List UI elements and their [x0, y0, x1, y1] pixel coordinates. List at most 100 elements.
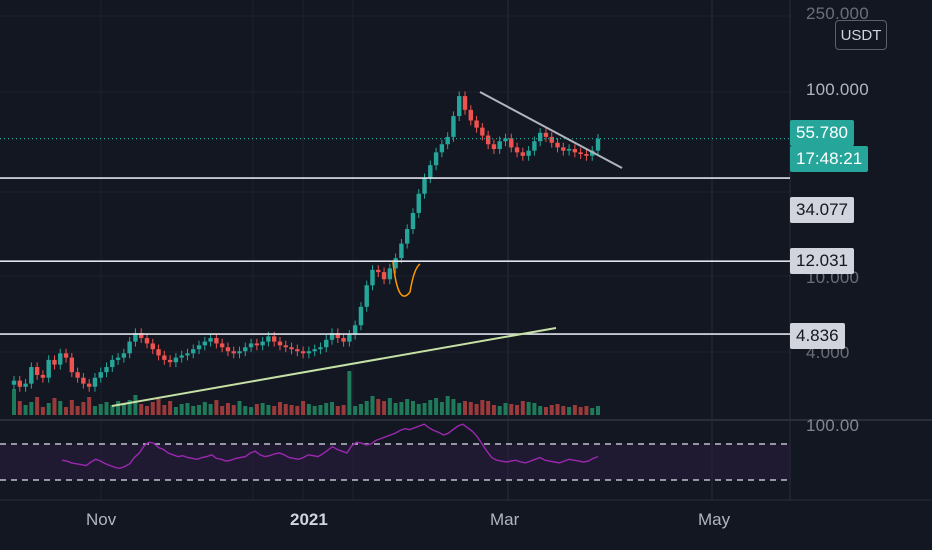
candle-body — [144, 338, 150, 344]
candle-body — [266, 336, 271, 342]
rsi-pane — [0, 423, 790, 481]
volume-bar — [92, 406, 97, 415]
volume-bar — [353, 406, 358, 415]
candle-body — [329, 333, 335, 340]
volume-bar — [393, 403, 398, 415]
current-price-tag: 55.780 — [790, 120, 854, 146]
level-tag-4836: 4.836 — [790, 323, 845, 349]
candle-body — [17, 380, 22, 387]
volume-bar — [17, 401, 22, 415]
candle-body — [63, 353, 69, 358]
volume-bar — [567, 407, 572, 415]
volume-bar — [127, 400, 132, 415]
volume-bar — [191, 406, 196, 415]
candle-body — [104, 367, 109, 373]
volume-bar — [457, 403, 462, 415]
candle-body — [248, 343, 254, 348]
volume-bar — [272, 406, 277, 415]
candle-body — [185, 353, 190, 356]
volume-bar — [428, 400, 433, 415]
candle-body — [595, 138, 601, 151]
volume-bar — [382, 401, 387, 415]
candle-body — [433, 152, 439, 166]
candle-body — [156, 349, 161, 356]
candle-body — [202, 341, 208, 346]
volume-bar — [214, 400, 219, 415]
candle-body — [289, 347, 294, 350]
volume-bar — [69, 400, 74, 415]
drawing-tools — [0, 91, 790, 407]
volume-bar — [555, 404, 560, 415]
volume-bar — [405, 399, 410, 415]
candle-body — [509, 138, 514, 148]
volume-bar — [295, 406, 300, 415]
volume-bar — [162, 405, 167, 415]
volume-bar — [40, 407, 45, 415]
candle-body — [312, 349, 317, 352]
candle-body — [254, 343, 260, 346]
candle-body — [69, 357, 75, 373]
volume-bar — [29, 402, 34, 415]
volume-bar — [116, 401, 121, 415]
time-axis-2021: 2021 — [290, 510, 328, 529]
candle-body — [387, 268, 393, 280]
candle-body — [110, 359, 115, 368]
volume-bar — [168, 401, 173, 415]
candle-body — [300, 351, 306, 354]
currency-unit-button[interactable]: USDT — [835, 20, 887, 50]
candle-body — [58, 353, 63, 365]
volume-bar — [439, 402, 444, 415]
candle-body — [324, 339, 329, 348]
ascending-trendline — [111, 327, 557, 407]
volume-bar — [422, 403, 427, 415]
candle-body — [439, 144, 445, 153]
price-axis-label-250: 250.000 — [806, 4, 869, 23]
volume-bar — [387, 398, 392, 415]
candle-body — [127, 341, 132, 354]
candle-body — [23, 383, 28, 387]
candle-body — [243, 347, 248, 352]
candle-body — [491, 144, 497, 150]
candle-body — [445, 136, 450, 145]
candle-body — [179, 355, 184, 358]
volume-bar — [52, 398, 57, 415]
volume-bar — [266, 405, 271, 415]
candle-body — [196, 345, 202, 350]
volume-bar — [121, 404, 126, 415]
volume-bar — [370, 396, 375, 415]
volume-bar — [75, 406, 80, 415]
candle-body — [214, 338, 219, 344]
volume-bar — [358, 404, 363, 415]
candle-body — [358, 306, 364, 326]
candle-body — [34, 367, 40, 375]
volume-bar — [324, 403, 329, 415]
candle-body — [98, 372, 103, 378]
rsi-band — [0, 444, 790, 480]
candle-body — [404, 229, 410, 244]
candle-body — [219, 343, 225, 348]
candle-body — [306, 351, 312, 354]
volume-bar — [451, 399, 456, 415]
volume-bar — [173, 407, 178, 415]
volume-bar — [220, 406, 225, 415]
volume-bar — [526, 402, 531, 415]
candle-body — [572, 149, 578, 153]
candle-body — [115, 357, 121, 360]
candle-body — [318, 347, 323, 350]
candle-countdown-tag: 17:48:21 — [790, 146, 869, 172]
time-axis-mar: Mar — [490, 510, 520, 529]
candle-body — [584, 154, 589, 156]
candle-body — [237, 351, 242, 354]
cup-handle-curve — [392, 261, 421, 297]
candle-body — [578, 152, 583, 155]
volume-bar — [364, 401, 369, 415]
candle-body — [29, 367, 34, 384]
volume-bar — [572, 405, 577, 415]
volume-bar — [231, 405, 236, 415]
candle-body — [370, 269, 375, 286]
volume-bar — [445, 396, 450, 415]
time-axis-may: May — [698, 510, 731, 529]
candle-body — [121, 353, 127, 358]
volume-bar — [87, 397, 92, 415]
